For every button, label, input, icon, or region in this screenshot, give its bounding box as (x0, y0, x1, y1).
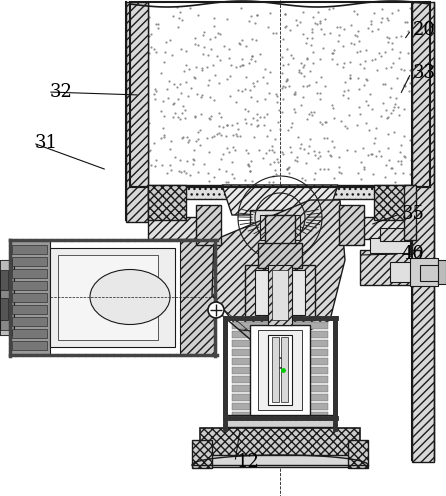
Bar (360, 250, 420, 285)
Bar (412, 2, 434, 462)
Bar (0, 298, 8, 320)
Bar (180, 240, 215, 355)
Polygon shape (222, 185, 338, 215)
Bar (232, 340, 328, 347)
Bar (232, 349, 328, 356)
Bar (12, 317, 47, 326)
Bar (268, 265, 292, 325)
Text: 40: 40 (402, 245, 425, 263)
Bar (260, 215, 300, 240)
Bar (370, 238, 410, 253)
Bar (232, 367, 328, 374)
Bar (232, 412, 328, 419)
Bar (390, 262, 445, 282)
Bar (258, 243, 302, 268)
Bar (130, 2, 148, 187)
Bar (232, 394, 328, 401)
Bar (232, 385, 328, 392)
Bar (12, 269, 47, 278)
Text: 20: 20 (413, 21, 436, 39)
Bar (225, 318, 335, 418)
Bar (232, 322, 328, 329)
Bar (10, 240, 50, 355)
Bar (245, 265, 315, 320)
Bar (200, 428, 360, 458)
Bar (58, 255, 158, 340)
Bar (12, 329, 47, 338)
Bar (348, 440, 368, 468)
Bar (130, 2, 430, 187)
Bar (225, 415, 335, 427)
Bar (404, 185, 416, 240)
Bar (0, 260, 12, 270)
Bar (192, 440, 212, 468)
Bar (148, 217, 203, 239)
Bar (339, 205, 364, 245)
Bar (210, 455, 350, 467)
Bar (232, 403, 328, 410)
Bar (148, 185, 186, 220)
Bar (12, 281, 47, 290)
Bar (438, 260, 446, 284)
Bar (232, 358, 328, 365)
Bar (0, 260, 14, 335)
Bar (196, 205, 221, 245)
Bar (232, 376, 328, 383)
Bar (126, 2, 148, 222)
Bar (420, 265, 442, 281)
Bar (281, 337, 288, 402)
Bar (12, 257, 47, 266)
Bar (10, 240, 215, 355)
Bar (0, 330, 12, 335)
Bar (268, 335, 292, 405)
Text: 35: 35 (402, 205, 425, 223)
Bar (258, 330, 302, 410)
Bar (255, 270, 305, 315)
Text: 32: 32 (50, 83, 73, 101)
Bar (12, 245, 47, 254)
Bar (265, 215, 295, 295)
Text: 33: 33 (413, 64, 436, 82)
Bar (357, 217, 412, 239)
Bar (0, 268, 8, 290)
Bar (250, 210, 310, 245)
Bar (12, 341, 47, 350)
Bar (380, 228, 410, 241)
Bar (50, 248, 175, 347)
Bar (232, 331, 328, 338)
Bar (410, 258, 438, 286)
Bar (272, 270, 288, 320)
Bar (412, 2, 430, 187)
Circle shape (208, 302, 224, 318)
Text: 31: 31 (35, 134, 58, 152)
Bar (148, 185, 412, 199)
Bar (12, 293, 47, 302)
Bar (250, 325, 310, 415)
Ellipse shape (90, 269, 170, 324)
Bar (374, 185, 412, 220)
Circle shape (275, 358, 285, 368)
Text: 12: 12 (237, 453, 260, 471)
Bar (12, 305, 47, 314)
Bar (272, 337, 279, 402)
Polygon shape (212, 200, 345, 335)
